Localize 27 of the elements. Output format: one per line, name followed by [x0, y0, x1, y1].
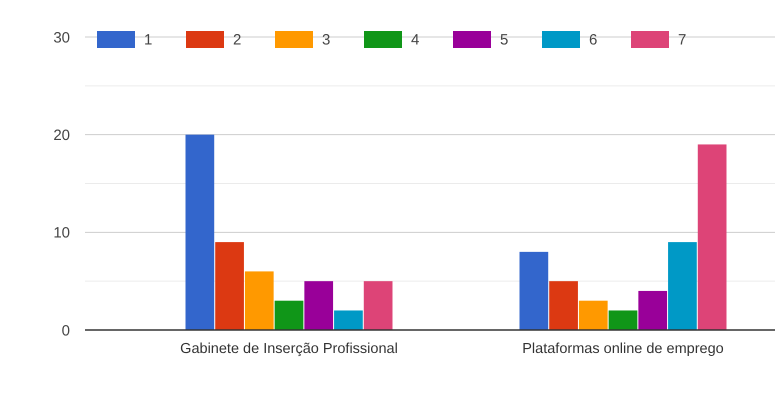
legend-label: 4: [411, 32, 420, 48]
bar: [186, 134, 214, 330]
bar: [638, 290, 668, 330]
y-tick-label: 0: [62, 322, 70, 340]
x-tick-label: Plataformas online de emprego: [522, 341, 724, 357]
legend-label: 1: [144, 32, 152, 48]
y-tick-label: 10: [53, 224, 70, 242]
legend-label: 6: [589, 32, 598, 48]
x-tick-label: Gabinete de Inserção Profissional: [180, 341, 398, 357]
bar: [304, 281, 334, 330]
legend-label: 7: [678, 32, 686, 48]
bar: [668, 242, 697, 330]
bar: [549, 281, 578, 330]
bar: [520, 252, 548, 330]
bar: [244, 271, 274, 330]
bar: [364, 281, 392, 330]
y-tick-label: 20: [53, 126, 70, 144]
bar: [215, 242, 244, 330]
bar: [698, 144, 726, 330]
bar: [608, 310, 638, 330]
legend-label: 3: [322, 32, 330, 48]
bar: [334, 310, 363, 330]
legend-label: 2: [233, 32, 242, 48]
bar: [578, 300, 608, 330]
y-tick-label: 30: [53, 29, 70, 46]
legend-label: 5: [500, 32, 508, 48]
bar: [274, 300, 304, 330]
